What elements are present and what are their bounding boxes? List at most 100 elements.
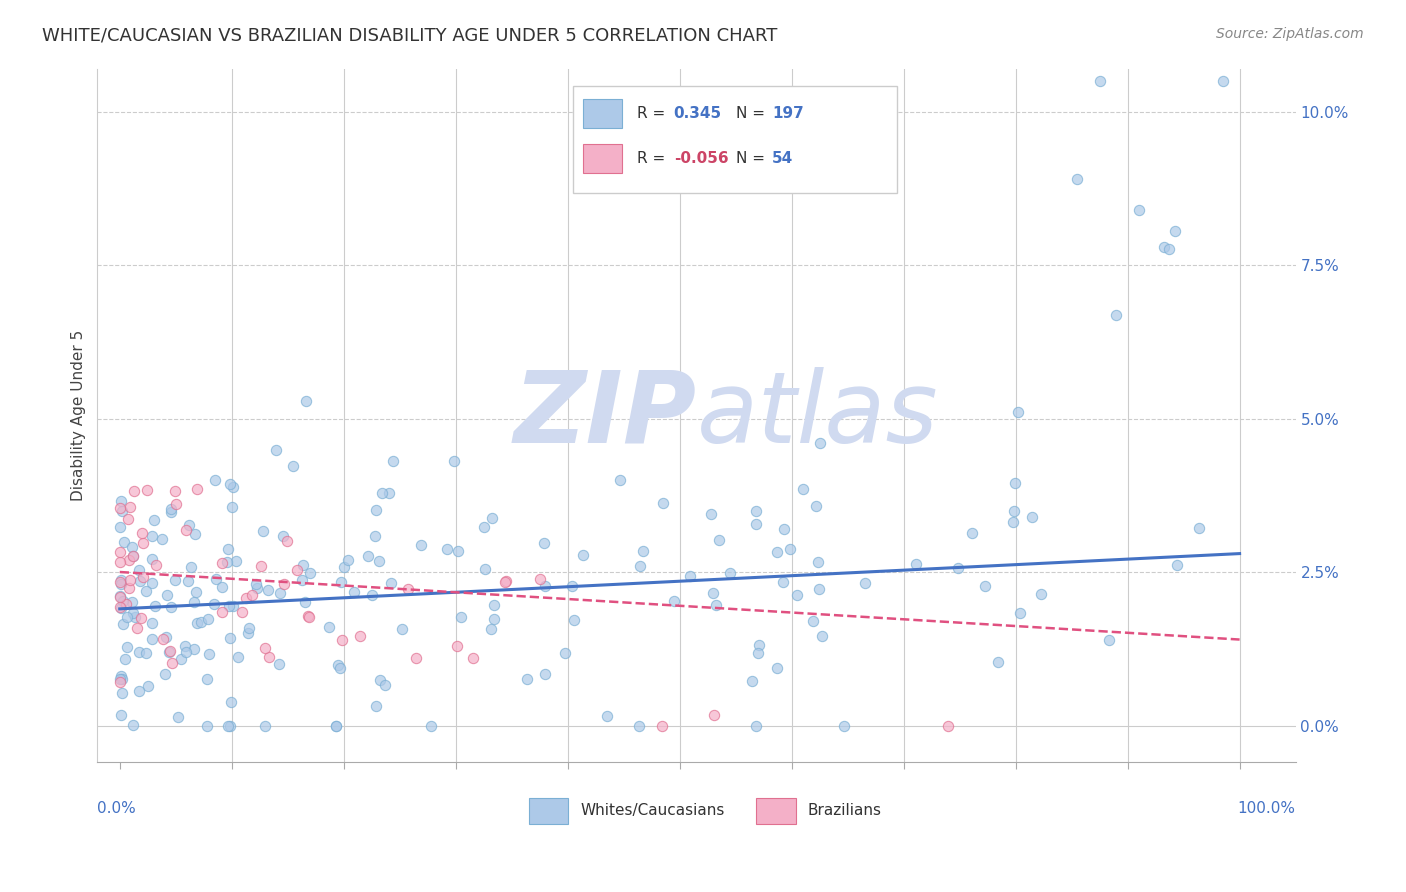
Point (264, 442, 287, 457)
Point (806, 500, 828, 514)
Point (108, 520, 131, 534)
Point (1163, 224, 1185, 238)
Point (238, 621, 260, 635)
Point (853, 575, 876, 590)
Point (380, 575, 402, 590)
Point (110, 669, 132, 683)
Text: -0.056: -0.056 (673, 152, 728, 166)
Point (374, 678, 396, 692)
Point (765, 545, 787, 559)
Point (330, 575, 353, 590)
Point (186, 585, 208, 599)
Point (702, 586, 724, 600)
Point (832, 718, 855, 732)
Point (1212, 74, 1234, 88)
Point (297, 609, 319, 624)
Text: WHITE/CAUCASIAN VS BRAZILIAN DISABILITY AGE UNDER 5 CORRELATION CHART: WHITE/CAUCASIAN VS BRAZILIAN DISABILITY … (42, 27, 778, 45)
Point (204, 474, 226, 488)
Point (160, 656, 183, 670)
Point (529, 573, 551, 587)
Point (121, 594, 143, 608)
Point (534, 579, 557, 593)
Point (112, 535, 135, 549)
Point (128, 563, 150, 577)
Y-axis label: Disability Age Under 5: Disability Age Under 5 (72, 330, 86, 501)
Point (111, 686, 134, 700)
Point (111, 673, 134, 687)
Point (254, 718, 277, 732)
Point (1157, 242, 1180, 256)
Point (160, 600, 183, 615)
Point (218, 599, 240, 613)
Point (396, 582, 419, 596)
FancyBboxPatch shape (756, 797, 796, 824)
Point (1088, 74, 1111, 88)
Point (120, 573, 142, 587)
Point (197, 611, 219, 625)
Point (122, 484, 145, 499)
Point (176, 574, 198, 588)
Point (291, 558, 314, 573)
Point (184, 526, 207, 541)
Point (257, 650, 280, 665)
Point (219, 695, 242, 709)
Point (198, 647, 221, 661)
Point (118, 581, 141, 595)
Text: R =: R = (637, 106, 669, 121)
Point (117, 512, 139, 526)
Point (195, 672, 218, 686)
Point (772, 522, 794, 536)
Point (561, 579, 583, 593)
Point (807, 555, 830, 569)
Point (745, 718, 768, 732)
Point (122, 607, 145, 621)
Text: 0.0%: 0.0% (97, 800, 136, 815)
Point (329, 661, 352, 675)
Point (744, 516, 766, 531)
Point (186, 483, 208, 497)
Point (141, 632, 163, 647)
Point (772, 574, 794, 589)
Point (779, 542, 801, 557)
Point (405, 651, 427, 665)
Point (129, 574, 152, 588)
Point (628, 559, 651, 574)
Point (349, 629, 371, 643)
Point (368, 554, 391, 568)
Point (298, 609, 321, 624)
Point (135, 483, 157, 497)
Point (409, 537, 432, 551)
Point (190, 615, 212, 629)
Point (108, 575, 131, 590)
Point (533, 536, 555, 550)
Point (494, 574, 516, 589)
Point (225, 554, 247, 568)
Point (195, 718, 218, 732)
Point (174, 523, 197, 537)
Point (217, 555, 239, 569)
Point (180, 559, 202, 574)
Point (110, 599, 132, 614)
Point (242, 588, 264, 602)
Point (482, 598, 505, 612)
FancyBboxPatch shape (574, 86, 897, 194)
Point (651, 718, 673, 732)
Point (801, 614, 824, 628)
Point (112, 616, 135, 631)
Point (699, 507, 721, 521)
Point (295, 394, 318, 409)
Point (218, 542, 240, 557)
Point (124, 610, 146, 624)
Point (285, 563, 308, 577)
Point (121, 549, 143, 563)
Text: Source: ZipAtlas.com: Source: ZipAtlas.com (1216, 27, 1364, 41)
Point (1002, 503, 1025, 517)
Point (1166, 558, 1188, 573)
Point (217, 718, 239, 732)
Point (283, 458, 305, 473)
Text: Whites/Caucasians: Whites/Caucasians (581, 804, 724, 819)
Point (479, 622, 502, 636)
Point (108, 545, 131, 559)
Point (294, 594, 316, 608)
Point (143, 513, 166, 527)
